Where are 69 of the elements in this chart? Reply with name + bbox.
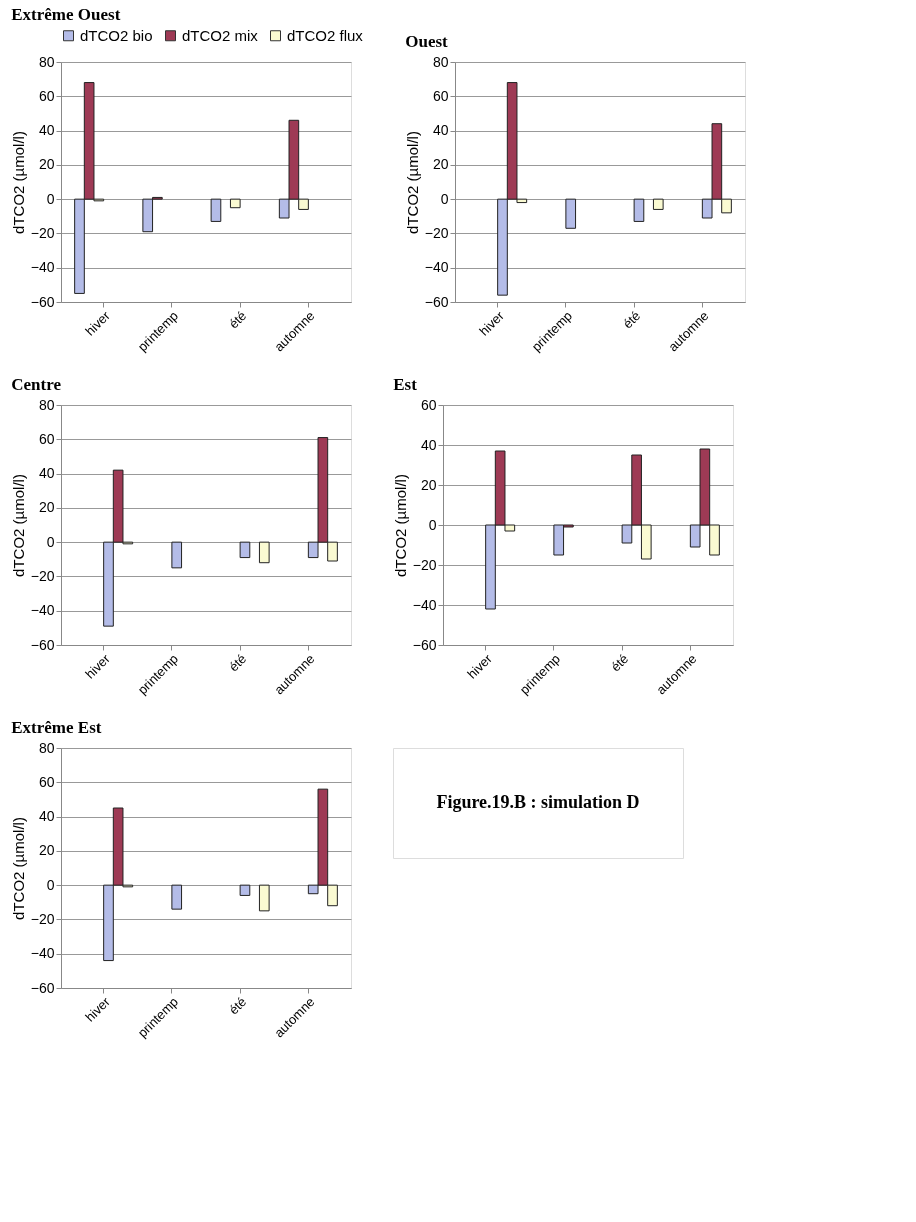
y-tick-label: −60 [424,293,449,310]
y-axis-title: dTCO2 (µmol/l) [403,131,421,234]
y-tick-label: 20 [420,476,437,493]
y-tick-label: 40 [420,436,437,453]
y-tick-label: −40 [30,259,55,276]
y-tick-label: 0 [46,190,55,207]
y-tick-label: −20 [412,556,437,573]
y-tick-label: −40 [30,945,55,962]
y-tick-label: 40 [432,122,449,139]
y-axis-title: dTCO2 (µmol/l) [9,817,27,920]
y-tick-label: 20 [38,842,55,859]
chart-title: Ouest [405,32,449,51]
y-tick-label: 20 [38,156,55,173]
chart-title: Extrême Est [11,718,102,737]
y-tick-label: −20 [30,567,55,584]
y-axis-title: dTCO2 (µmol/l) [391,474,409,577]
bar [171,541,183,569]
y-tick-label: −40 [424,259,449,276]
y-tick-label: 60 [420,396,437,413]
bar [210,198,222,222]
y-tick-label: 0 [46,876,55,893]
bar [239,541,251,559]
y-tick-label: −40 [30,602,55,619]
y-tick-label: 80 [38,739,55,756]
y-tick-label: 40 [38,122,55,139]
y-tick-label: 80 [38,396,55,413]
x-tick-label: été [619,308,644,332]
y-tick-label: 0 [46,533,55,550]
bar [565,198,577,229]
bar [258,541,270,564]
y-tick-label: 60 [38,87,55,104]
bar [633,198,645,222]
y-tick-label: 20 [432,156,449,173]
text: Figure.19.B : simulation D [436,792,640,812]
y-tick-label: −20 [424,224,449,241]
bar [652,198,664,210]
y-tick-label: 60 [38,430,55,447]
y-tick-label: −60 [30,293,55,310]
y-tick-label: 40 [38,465,55,482]
x-tick-label: été [225,994,250,1018]
y-tick-label: 20 [38,499,55,516]
y-tick-label: −20 [30,910,55,927]
bar [171,884,183,910]
y-axis-title: dTCO2 (µmol/l) [9,474,27,577]
y-tick-label: 0 [428,516,437,533]
x-tick-label: été [225,651,250,675]
y-tick-label: −60 [412,636,437,653]
y-tick-label: 0 [440,190,449,207]
y-tick-label: −60 [30,979,55,996]
y-tick-label: −20 [30,224,55,241]
chart-title: Est [393,375,418,394]
legend-label: dTCO2 flux [287,26,364,44]
chart-title: Extrême Ouest [11,5,121,24]
chart-title: Centre [11,375,62,394]
y-tick-label: 80 [432,53,449,70]
y-tick-label: 60 [432,87,449,104]
x-tick-label: été [225,308,250,332]
bar [239,884,251,896]
legend-label: dTCO2 mix [182,26,259,44]
y-tick-label: 40 [38,808,55,825]
y-tick-label: 80 [38,53,55,70]
y-tick-label: 60 [38,773,55,790]
x-tick-label: été [607,651,632,675]
bar [258,884,270,912]
legend-label: dTCO2 bio [80,26,153,44]
y-tick-label: −60 [30,636,55,653]
y-tick-label: −40 [412,596,437,613]
y-axis-title: dTCO2 (µmol/l) [9,131,27,234]
bar [229,198,241,209]
